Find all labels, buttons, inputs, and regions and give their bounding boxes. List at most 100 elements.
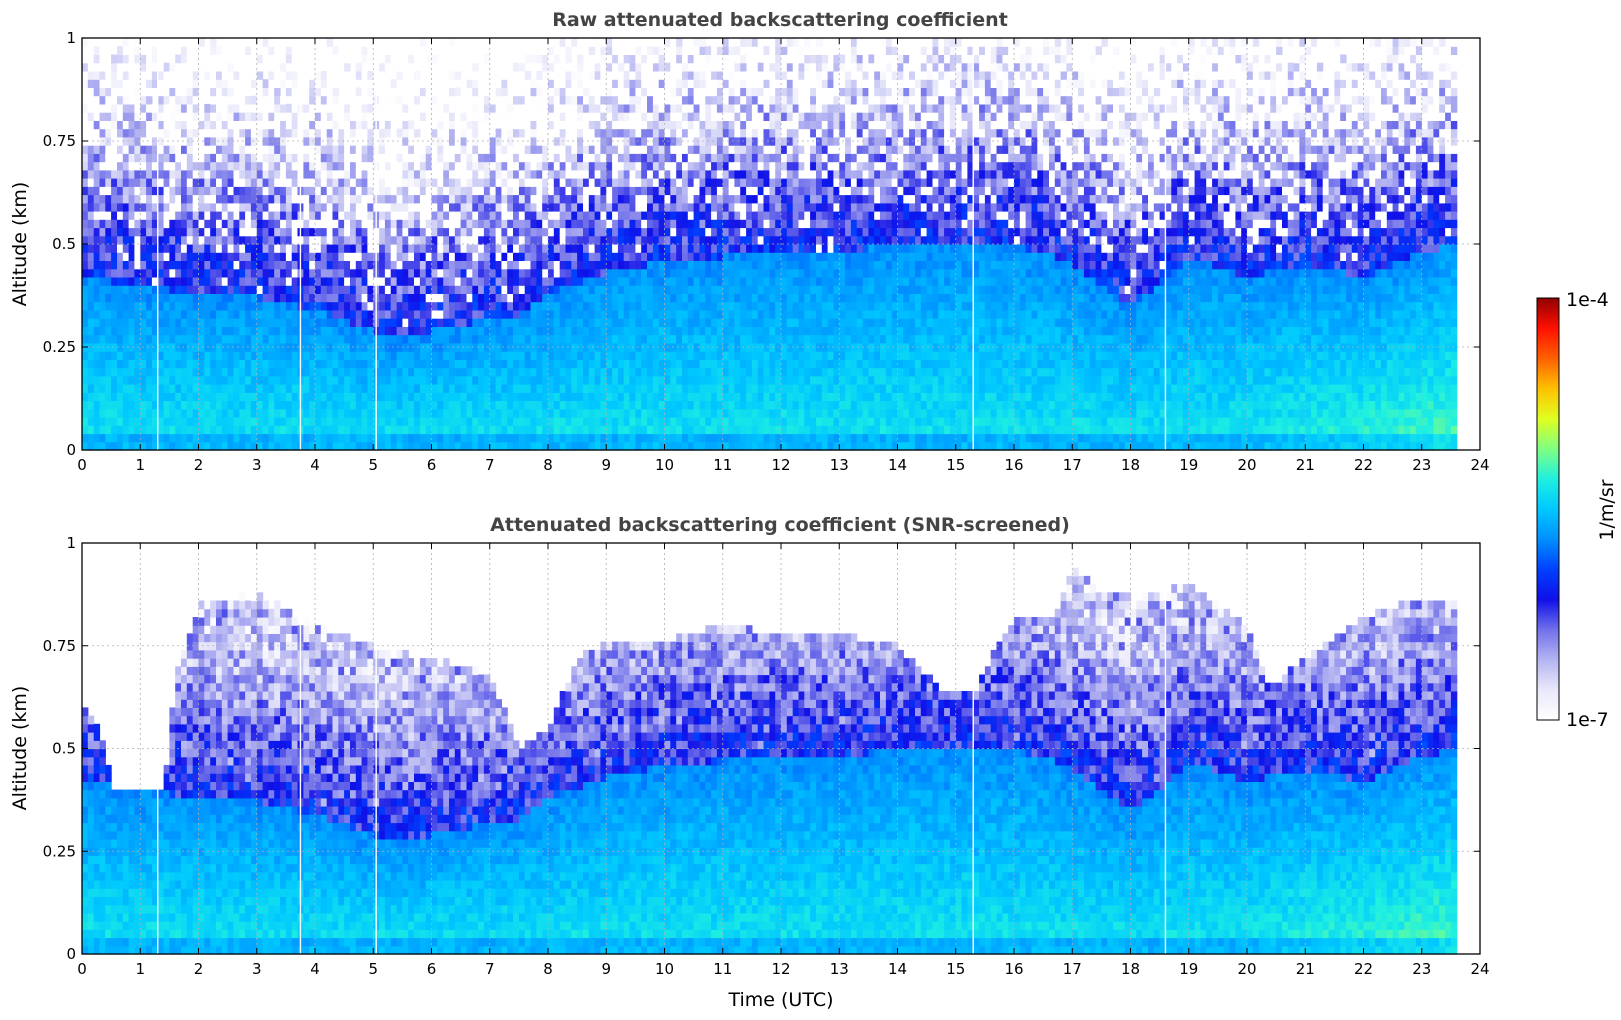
heatmap-cell	[594, 384, 601, 393]
heatmap-cell	[647, 367, 654, 377]
heatmap-cell	[274, 79, 281, 88]
heatmap-cell	[408, 219, 415, 229]
heatmap-cell	[384, 186, 392, 196]
heatmap-cell	[682, 433, 689, 443]
heatmap-cell	[518, 301, 526, 311]
heatmap-cell	[250, 46, 258, 55]
heatmap-cell	[332, 112, 339, 121]
heatmap-cell	[408, 169, 415, 179]
heatmap-cell	[320, 268, 328, 278]
heatmap-cell	[518, 87, 526, 97]
heatmap-cell	[396, 227, 403, 237]
heatmap-cell	[606, 318, 613, 327]
heatmap-cell	[606, 112, 613, 121]
heatmap-cell	[553, 219, 561, 229]
heatmap-cell	[478, 38, 485, 47]
heatmap-cell	[233, 145, 240, 154]
heatmap-cell	[408, 392, 415, 402]
heatmap-cell	[652, 301, 660, 311]
heatmap-cell	[623, 318, 631, 327]
heatmap-cell	[221, 400, 229, 410]
heatmap-cell	[652, 384, 660, 393]
heatmap-cell	[652, 112, 660, 121]
heatmap-cell	[466, 334, 473, 344]
heatmap-cell	[117, 120, 124, 130]
heatmap-cell	[379, 194, 386, 204]
heatmap-cell	[216, 120, 223, 130]
heatmap-cell	[606, 54, 613, 64]
heatmap-cell	[99, 38, 106, 47]
heatmap-cell	[99, 79, 106, 88]
heatmap-cell	[676, 178, 683, 187]
heatmap-cell	[623, 120, 631, 130]
heatmap-cell	[309, 252, 316, 261]
heatmap-cell	[134, 161, 141, 171]
heatmap-cell	[250, 128, 258, 138]
heatmap-cell	[594, 334, 601, 344]
heatmap-cell	[134, 408, 141, 418]
heatmap-cell	[478, 161, 485, 171]
heatmap-cell	[623, 375, 631, 385]
heatmap-cell	[565, 326, 572, 336]
heatmap-cell	[227, 79, 234, 88]
heatmap-cell	[285, 260, 293, 270]
heatmap-cell	[309, 351, 316, 360]
heatmap-cell	[361, 128, 368, 138]
heatmap-cell	[588, 95, 596, 105]
heatmap-cell	[606, 392, 613, 402]
heatmap-cell	[647, 244, 654, 253]
heatmap-cell	[256, 334, 264, 344]
heatmap-cell	[256, 219, 264, 229]
heatmap-cell	[524, 219, 532, 229]
heatmap-cell	[518, 79, 526, 88]
heatmap-cell	[676, 277, 683, 286]
heatmap-cell	[210, 375, 217, 385]
heatmap-cell	[140, 252, 147, 261]
heatmap-cell	[571, 433, 578, 443]
heatmap-cell	[163, 136, 170, 146]
heatmap-cell	[664, 120, 671, 130]
heatmap-cell	[175, 79, 182, 88]
heatmap-cell	[128, 38, 135, 47]
heatmap-cell	[268, 194, 275, 204]
heatmap-cell	[82, 285, 89, 294]
heatmap-cell	[355, 417, 363, 426]
heatmap-cell	[280, 441, 287, 451]
heatmap-cell	[227, 38, 234, 47]
heatmap-cell	[367, 309, 374, 319]
heatmap-cell	[594, 178, 601, 187]
heatmap-cell	[612, 433, 619, 443]
heatmap-cell	[652, 441, 660, 451]
heatmap-cell	[233, 342, 240, 352]
heatmap-cell	[350, 186, 357, 196]
heatmap-cell	[204, 260, 211, 270]
heatmap-cell	[291, 161, 299, 171]
heatmap-cell	[472, 351, 479, 360]
heatmap-cell	[530, 301, 537, 311]
heatmap-cell	[117, 227, 124, 237]
heatmap-cell	[396, 342, 403, 352]
heatmap-cell	[181, 103, 188, 113]
heatmap-cell	[280, 128, 287, 138]
heatmap-cell	[268, 227, 275, 237]
heatmap-cell	[501, 46, 508, 55]
heatmap-cell	[594, 359, 601, 369]
heatmap-cell	[151, 87, 159, 97]
heatmap-cell	[617, 79, 625, 88]
heatmap-cell	[483, 153, 491, 163]
heatmap-cell	[350, 400, 357, 410]
heatmap-cell	[501, 441, 508, 451]
heatmap-cell	[122, 268, 130, 278]
heatmap-cell	[408, 194, 415, 204]
heatmap-cell	[635, 145, 642, 154]
heatmap-cell	[274, 186, 281, 196]
heatmap-cell	[175, 112, 182, 121]
heatmap-cell	[204, 202, 211, 212]
heatmap-cell	[210, 318, 217, 327]
heatmap-cell	[233, 112, 240, 121]
heatmap-cell	[664, 433, 671, 443]
heatmap-cell	[117, 252, 124, 261]
heatmap-cell	[192, 194, 200, 204]
heatmap-cell	[658, 227, 666, 237]
heatmap-cell	[553, 71, 561, 80]
